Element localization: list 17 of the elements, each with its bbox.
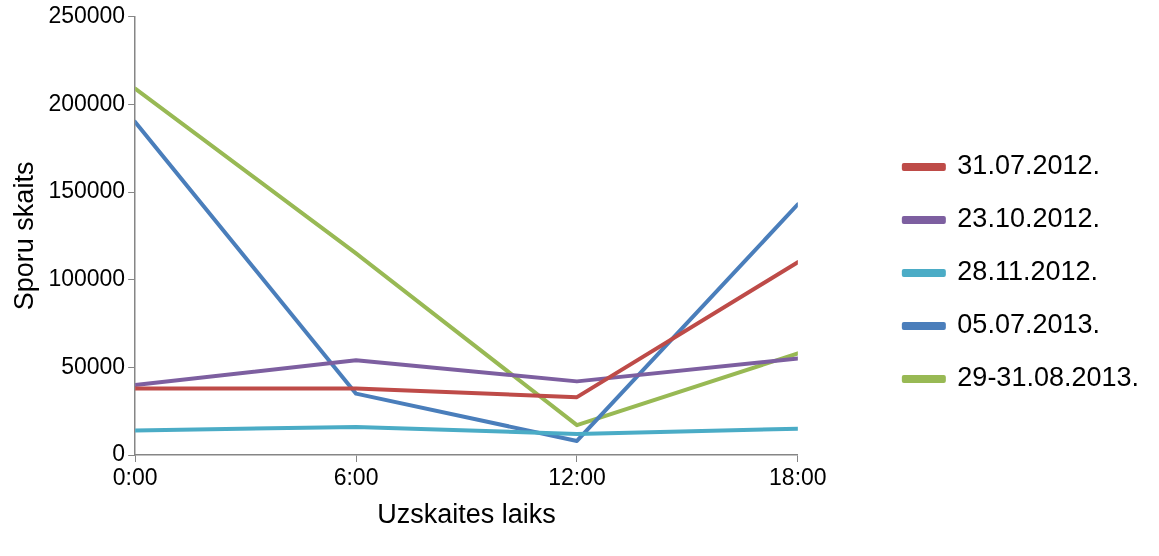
legend-label: 31.07.2012. <box>957 150 1100 181</box>
legend-label: 23.10.2012. <box>957 203 1100 234</box>
legend-label: 05.07.2013. <box>957 309 1100 340</box>
legend-label: 29-31.08.2013. <box>957 362 1140 393</box>
y-tick-label: 250000 <box>48 2 126 29</box>
x-tick-label: 12:00 <box>548 464 606 491</box>
y-axis-title: Sporu skaits <box>8 161 39 311</box>
y-tick-label: 50000 <box>61 352 126 379</box>
legend-label: 28.11.2012. <box>957 256 1098 287</box>
x-axis-title: Uzskaites laiks <box>377 499 556 530</box>
y-tick-label: 100000 <box>48 265 126 292</box>
x-tick-label: 18:00 <box>769 464 827 491</box>
x-tick-label: 6:00 <box>333 464 379 491</box>
y-tick-label: 200000 <box>48 89 126 116</box>
x-tick-label: 0:00 <box>112 464 158 491</box>
y-tick-label: 0 <box>112 440 126 467</box>
y-tick-label: 150000 <box>48 177 126 204</box>
